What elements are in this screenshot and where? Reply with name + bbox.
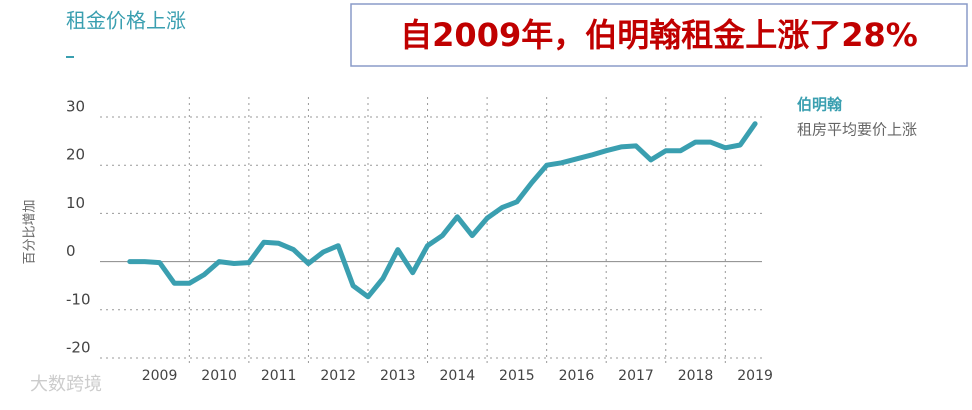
x-tick-label: 2015 xyxy=(499,368,535,384)
x-tick-label: 2011 xyxy=(261,368,297,384)
title-dash xyxy=(66,56,74,58)
x-tick-label: 2012 xyxy=(320,368,356,384)
x-tick-label: 2019 xyxy=(737,368,773,384)
x-tick-label: 2010 xyxy=(201,368,237,384)
x-tick-label: 2009 xyxy=(142,368,178,384)
y-axis-label: 百分比增加 xyxy=(23,199,38,264)
y-tick-label: 20 xyxy=(66,146,85,164)
data-line xyxy=(127,121,758,300)
chart-title: 租金价格上涨 xyxy=(66,9,186,33)
watermark: 大数跨境 xyxy=(30,374,102,395)
x-tick-label: 2018 xyxy=(678,368,714,384)
x-tick-label: 2017 xyxy=(618,368,654,384)
annotation: 自2009年，伯明翰租金上涨了28% xyxy=(400,16,918,54)
y-tick-label: 10 xyxy=(66,194,85,212)
x-tick-label: 2013 xyxy=(380,368,416,384)
y-tick-label: 0 xyxy=(66,242,76,260)
x-tick-label: 2016 xyxy=(559,368,595,384)
legend-entry: 伯明翰 xyxy=(797,96,842,114)
y-tick-label: 30 xyxy=(66,98,85,116)
x-tick-label: 2014 xyxy=(440,368,476,384)
y-tick-label: -10 xyxy=(66,290,91,308)
y-tick-label: -20 xyxy=(66,339,91,357)
annotation-box xyxy=(350,3,968,67)
legend-note: 租房平均要价上涨 xyxy=(797,121,917,139)
